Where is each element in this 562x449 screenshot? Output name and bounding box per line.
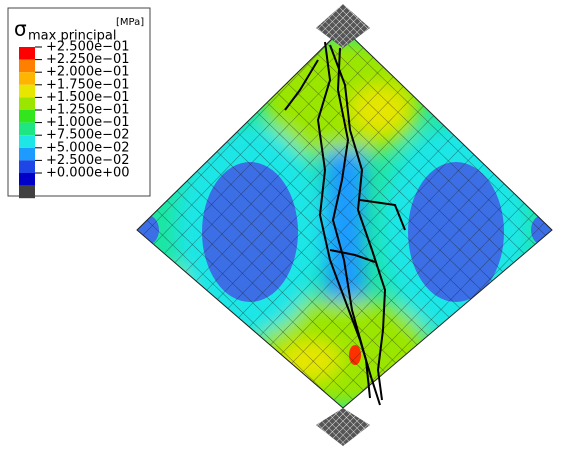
legend-swatch [19, 160, 35, 173]
legend-swatch [19, 135, 35, 148]
contour-plot [130, 4, 560, 446]
legend-unit: [MPa] [116, 17, 144, 28]
legend-swatch [19, 47, 35, 60]
legend-swatch [19, 85, 35, 98]
legend-swatch [19, 173, 35, 186]
legend-symbol: σ [14, 17, 27, 41]
legend-swatch [19, 60, 35, 73]
legend-label: +0.000e+00 [46, 166, 130, 181]
legend-swatch [19, 97, 35, 110]
legend-swatch [19, 72, 35, 85]
legend-swatch [19, 186, 35, 199]
support-top [316, 4, 370, 48]
legend-swatch [19, 123, 35, 136]
legend: σ max principal [MPa] +2.500e−01+2.250e−… [8, 8, 150, 198]
support-bottom [316, 408, 370, 446]
legend-swatch [19, 148, 35, 161]
legend-swatch [19, 110, 35, 123]
figure: σ max principal [MPa] +2.500e−01+2.250e−… [0, 0, 562, 449]
